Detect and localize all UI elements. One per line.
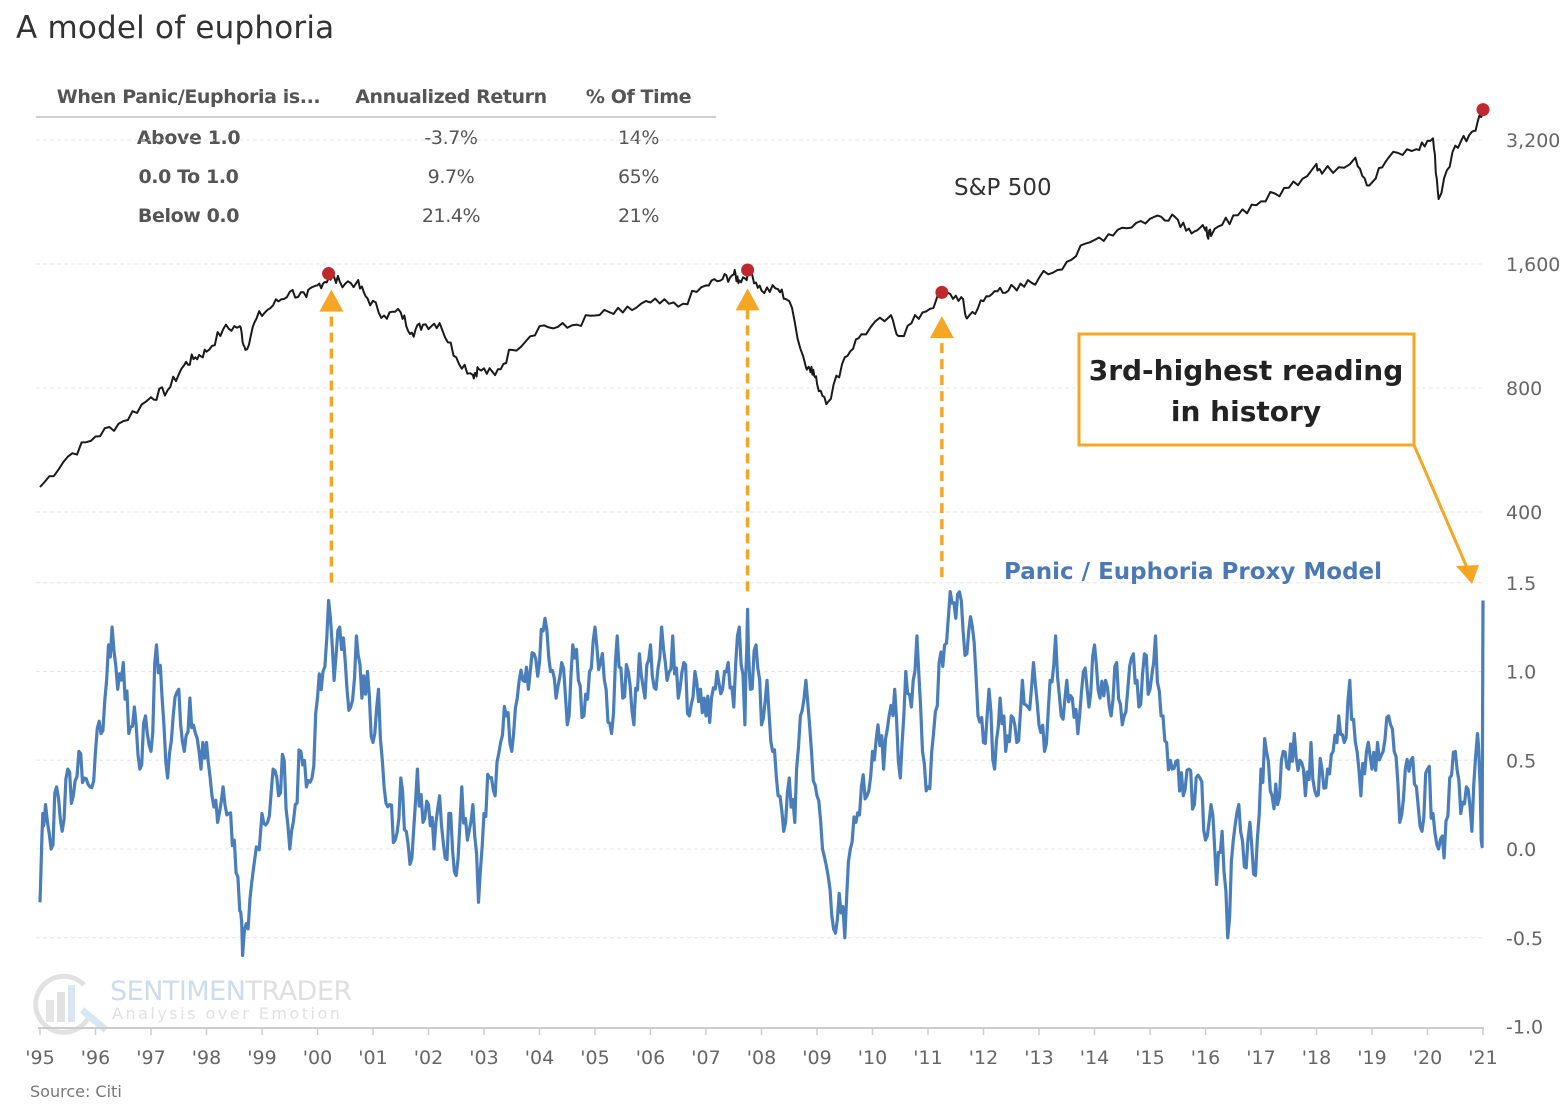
x-tick-label: '12 <box>969 1047 998 1069</box>
x-tick-label: '95 <box>25 1047 54 1069</box>
x-tick-label: '99 <box>247 1047 276 1069</box>
panic-euphoria-y-tick-label: 0.0 <box>1506 839 1536 861</box>
panic-euphoria-y-tick-label: -0.5 <box>1506 928 1543 950</box>
sp500-series-label: S&P 500 <box>954 175 1052 201</box>
annotation-pointer-line <box>1412 444 1470 571</box>
watermark-logo-icon <box>33 973 109 1035</box>
table-cell-time: 65% <box>617 166 660 188</box>
x-tick-label: '08 <box>747 1047 776 1069</box>
sp500-y-tick-label: 400 <box>1506 502 1542 524</box>
table-row: Below 0.0 21.4% 21% <box>36 196 716 235</box>
highlight-dot <box>322 267 336 281</box>
annotation-line2: in history <box>1171 395 1321 428</box>
x-tick-label: '10 <box>858 1047 887 1069</box>
panic-euphoria-y-tick-label: 1.0 <box>1506 662 1536 684</box>
x-tick-label: '07 <box>691 1047 720 1069</box>
table-row: Above 1.0 -3.7% 14% <box>36 117 716 157</box>
source-note: Source: Citi <box>30 1082 122 1101</box>
peak-arrow-up-icon <box>929 316 954 339</box>
annotation-arrowhead-icon <box>1456 565 1479 584</box>
panic-euphoria-series-label: Panic / Euphoria Proxy Model <box>1004 559 1382 585</box>
x-tick-label: '16 <box>1191 1047 1220 1069</box>
x-tick-label: '97 <box>136 1047 165 1069</box>
table-header-time: % Of Time <box>561 84 716 118</box>
peak-arrows <box>319 288 954 592</box>
svg-text:SENTIMENTRADER: SENTIMENTRADER <box>110 976 352 1007</box>
sp500-y-axis: 400 800 1,600 3,200 <box>1506 130 1560 524</box>
panic-euphoria-y-tick-label: 0.5 <box>1506 750 1536 772</box>
table-cell-return: 9.7% <box>427 166 475 188</box>
table-cell-return: 21.4% <box>421 205 481 227</box>
table-header-row: When Panic/Euphoria is... Annualized Ret… <box>36 84 716 118</box>
x-tick-label: '13 <box>1024 1047 1053 1069</box>
table-cell-time: 14% <box>617 127 660 149</box>
highlight-dot <box>935 285 949 299</box>
x-tick-label: '09 <box>802 1047 831 1069</box>
x-tick-label: '04 <box>525 1047 554 1069</box>
x-tick-label: '01 <box>358 1047 387 1069</box>
annotation-line1: 3rd-highest reading <box>1089 354 1404 387</box>
peak-arrow-up-icon <box>735 288 760 311</box>
x-tick-label: '02 <box>414 1047 443 1069</box>
panic-euphoria-y-tick-label: 1.5 <box>1506 573 1536 595</box>
x-tick-label: '18 <box>1302 1047 1331 1069</box>
table-cell-condition: Below 0.0 <box>137 205 240 227</box>
highlight-dot <box>741 263 755 277</box>
x-tick-label: '05 <box>580 1047 609 1069</box>
table-cell-condition: Above 1.0 <box>136 127 241 149</box>
panic-euphoria-y-tick-label: -1.0 <box>1506 1017 1543 1039</box>
x-tick-label: '15 <box>1135 1047 1164 1069</box>
watermark-tagline: Analysis over Emotion <box>112 1004 342 1023</box>
sentimentrader-watermark: SENTIMENTRADER Analysis over Emotion <box>33 973 352 1035</box>
x-tick-label: '03 <box>469 1047 498 1069</box>
x-tick-label: '21 <box>1468 1047 1497 1069</box>
x-tick-label: '98 <box>192 1047 221 1069</box>
sp500-y-tick-label: 1,600 <box>1506 254 1560 276</box>
x-tick-label: '96 <box>81 1047 110 1069</box>
table-header-return: Annualized Return <box>341 84 561 118</box>
sp500-y-tick-label: 800 <box>1506 378 1542 400</box>
sp500-y-tick-label: 3,200 <box>1506 130 1560 152</box>
peak-arrow-up-icon <box>319 289 344 312</box>
panic-euphoria-line <box>38 590 1485 958</box>
x-tick-label: '14 <box>1080 1047 1109 1069</box>
watermark-brand-a: SENTIMEN <box>110 976 245 1007</box>
table-cell-return: -3.7% <box>424 127 478 149</box>
x-tick-label: '11 <box>913 1047 942 1069</box>
x-tick-label: '00 <box>303 1047 332 1069</box>
table-cell-condition: 0.0 To 1.0 <box>138 166 239 188</box>
highlight-dots <box>322 103 1490 299</box>
annotation-callout: 3rd-highest reading in history <box>1077 332 1479 584</box>
highlight-dot <box>1476 103 1490 117</box>
chart-title: A model of euphoria <box>16 10 335 46</box>
panic-euphoria-y-axis: -1.0 -0.5 0.0 0.5 1.0 1.5 <box>1506 573 1543 1039</box>
stats-table: When Panic/Euphoria is... Annualized Ret… <box>36 84 716 235</box>
watermark-brand-b: TRADER <box>244 976 351 1007</box>
gridlines <box>36 139 1483 939</box>
table-cell-time: 21% <box>617 205 660 227</box>
x-tick-label: '20 <box>1413 1047 1442 1069</box>
table-header-condition: When Panic/Euphoria is... <box>36 84 341 118</box>
annotation-box <box>1077 332 1416 447</box>
x-tick-label: '17 <box>1246 1047 1275 1069</box>
x-tick-label: '06 <box>636 1047 665 1069</box>
x-tick-label: '19 <box>1357 1047 1386 1069</box>
table-row: 0.0 To 1.0 9.7% 65% <box>36 157 716 196</box>
x-axis: '95 '96 '97 '98 '99 '00 '01 '02 '03 '04 '05 '06 '07 '… <box>25 1027 1498 1069</box>
